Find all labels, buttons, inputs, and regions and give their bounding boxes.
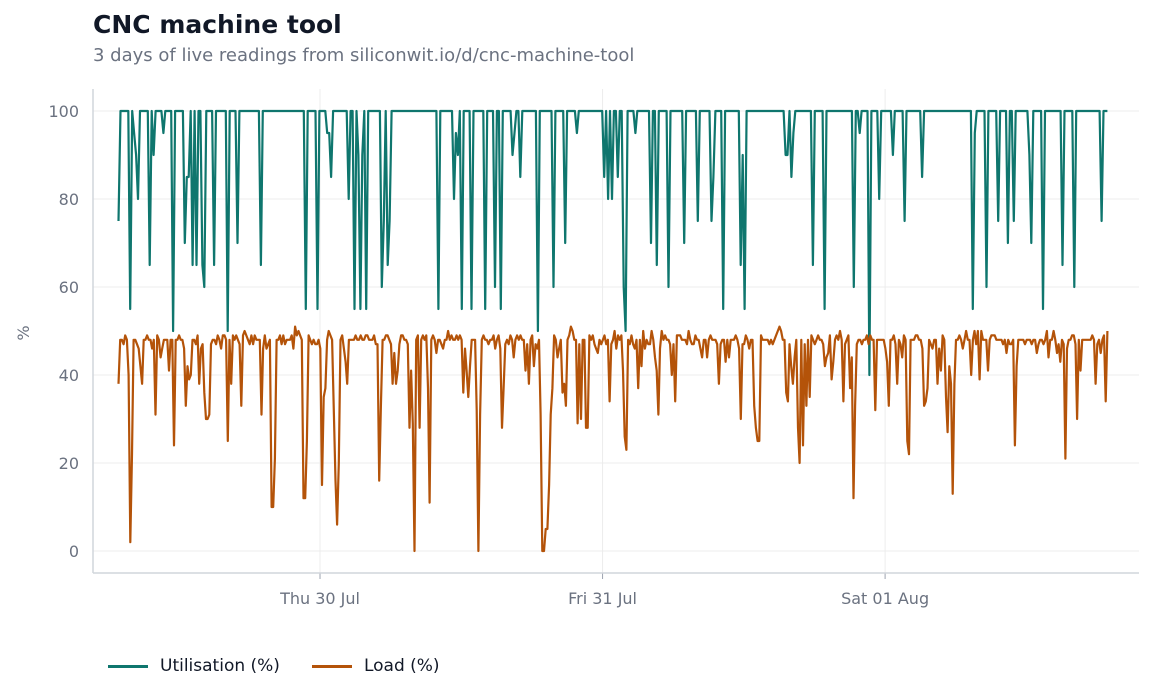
chart-title: CNC machine tool bbox=[93, 10, 342, 39]
chart-subtitle: 3 days of live readings from siliconwit.… bbox=[93, 45, 635, 66]
x-tick-label: Sat 01 Aug bbox=[841, 589, 929, 608]
y-tick-label: 40 bbox=[59, 366, 79, 385]
legend-label-load: Load (%) bbox=[363, 656, 440, 676]
y-tick-label: 20 bbox=[59, 454, 79, 473]
y-axis-label: % bbox=[14, 325, 33, 340]
legend-item-load[interactable]: Load (%) bbox=[311, 656, 440, 676]
line-chart: 0 20 40 60 80 100 Thu 30 Jul Fri 31 Jul Sat 01 A… bbox=[14, 89, 1139, 608]
load-line bbox=[117, 325, 1109, 553]
tick-labels: 0 20 40 60 80 100 Thu 30 Jul Fri 31 Jul Sat 01 A… bbox=[48, 102, 929, 608]
y-tick-label: 0 bbox=[69, 542, 79, 561]
x-tick-label: Thu 30 Jul bbox=[279, 589, 360, 608]
axes bbox=[92, 89, 1139, 579]
y-tick-label: 100 bbox=[48, 102, 79, 121]
series-lines bbox=[117, 109, 1109, 553]
legend-label-utilisation: Utilisation (%) bbox=[160, 656, 280, 676]
y-tick-label: 80 bbox=[59, 190, 79, 209]
x-tick-label: Fri 31 Jul bbox=[568, 589, 637, 608]
legend: Utilisation (%) Load (%) bbox=[108, 656, 440, 676]
y-tick-label: 60 bbox=[59, 278, 79, 297]
legend-swatch-utilisation bbox=[108, 664, 148, 668]
legend-swatch-load bbox=[311, 664, 352, 668]
legend-item-utilisation[interactable]: Utilisation (%) bbox=[108, 656, 280, 676]
utilisation-line bbox=[117, 109, 1108, 377]
